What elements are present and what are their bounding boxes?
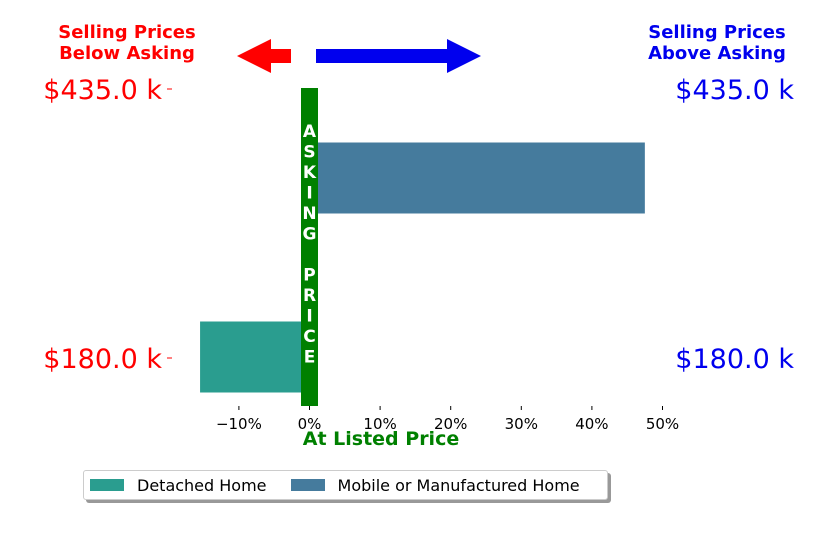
bar-detached-home [200, 321, 310, 393]
x-tick-label: 30% [505, 415, 538, 433]
x-tick-label: 10% [363, 415, 396, 433]
right-header-line: Selling Prices [648, 22, 785, 43]
asking-price-letter: I [306, 184, 312, 204]
x-tick-label: 40% [575, 415, 608, 433]
x-axis-label: At Listed Price [303, 428, 459, 450]
asking-price-letter: A [303, 122, 317, 142]
asking-price-letter: I [306, 307, 312, 327]
left-header-line: Below Asking [59, 43, 195, 64]
legend-item-detached: Detached Home [90, 476, 267, 495]
asking-price-letter: R [303, 286, 316, 306]
right-price-label: $435.0 k [675, 75, 794, 106]
left-price-label: $180.0 k [43, 344, 162, 375]
x-axis: −10% 0% 10% 20% 30% 40% 50% At Listed Price [216, 406, 679, 450]
right-price-label: $180.0 k [675, 344, 794, 375]
legend: Detached Home Mobile or Manufactured Hom… [83, 470, 608, 500]
asking-price-letter: E [304, 348, 316, 368]
asking-price-bar [301, 88, 318, 406]
legend-label-mobile: Mobile or Manufactured Home [337, 475, 580, 495]
x-tick-label: 0% [298, 415, 322, 433]
left-price-label: $435.0 k [43, 75, 162, 106]
side-labels: $435.0 k $180.0 k $435.0 k $180.0 k [43, 75, 794, 375]
legend-swatch-detached [90, 479, 124, 491]
legend-item-mobile: Mobile or Manufactured Home [290, 475, 580, 495]
bar-mobile-home [309, 142, 645, 214]
right-arrow-icon [316, 39, 481, 73]
x-tick-label: −10% [216, 415, 262, 433]
left-arrow-icon [237, 39, 291, 73]
asking-price-letter: G [303, 225, 317, 245]
asking-price-letter: P [303, 266, 315, 286]
asking-price-letter: N [302, 204, 316, 224]
left-header-line: Selling Prices [58, 22, 195, 43]
x-tick-label: 20% [434, 415, 467, 433]
x-tick-label: 50% [646, 415, 679, 433]
right-header-line: Above Asking [648, 43, 786, 64]
asking-price-letter: S [303, 143, 315, 163]
bars-layer [200, 142, 645, 393]
asking-price-letter: K [303, 163, 317, 183]
legend-label-detached: Detached Home [137, 475, 267, 495]
asking-price-letter: C [303, 327, 315, 347]
legend-swatch-mobile [290, 479, 325, 491]
